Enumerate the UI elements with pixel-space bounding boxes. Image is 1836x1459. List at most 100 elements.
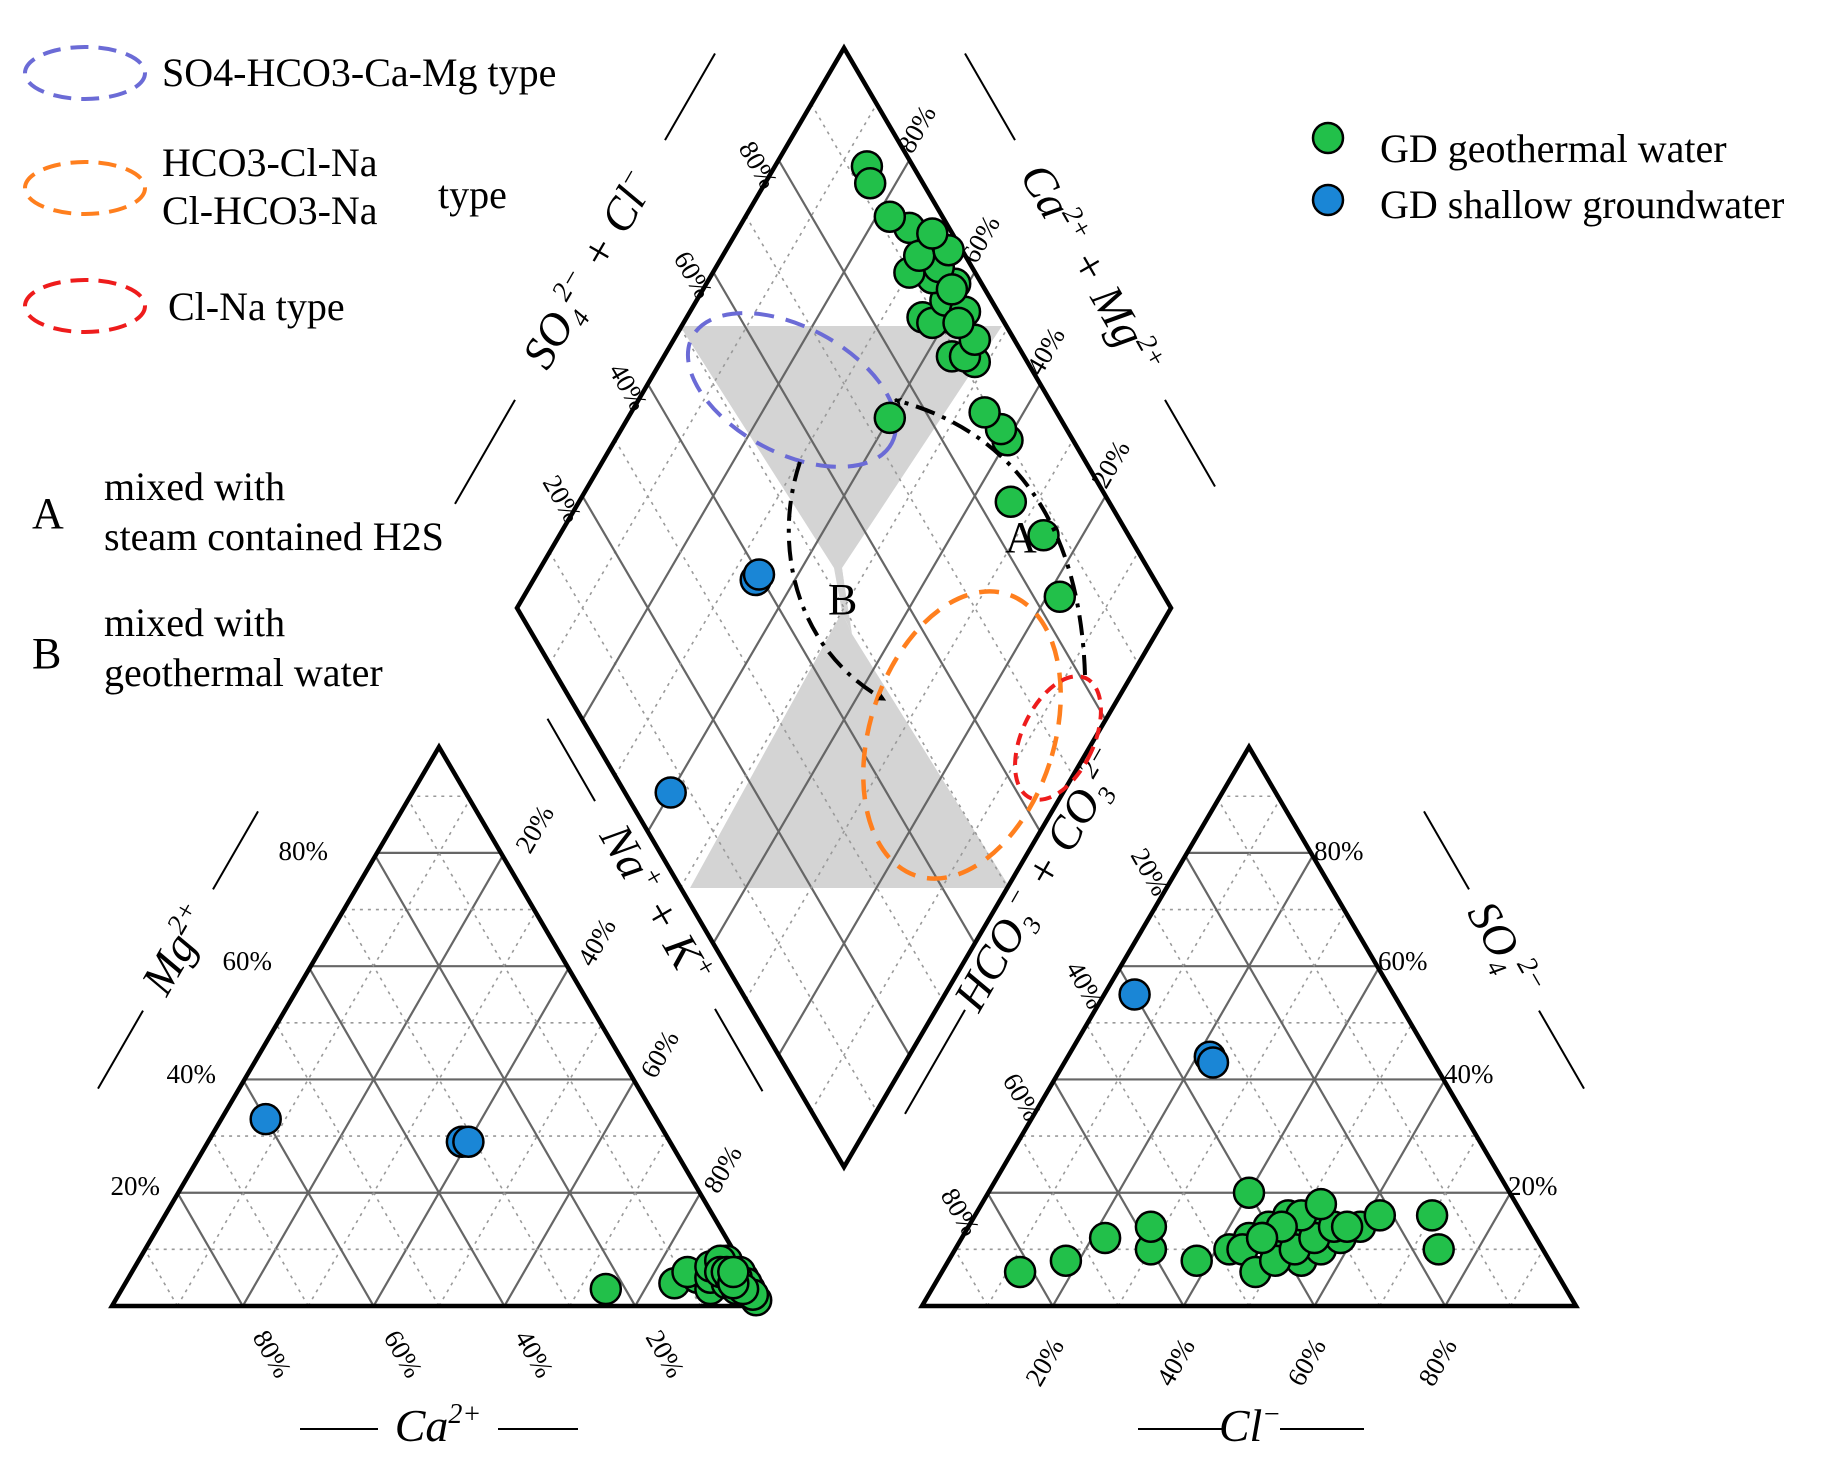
tick-camg-20: 20% bbox=[1085, 435, 1136, 493]
point-anion-geothermal bbox=[1245, 1221, 1279, 1255]
point-cation-shallow bbox=[249, 1102, 282, 1136]
point-diamond-geothermal bbox=[994, 485, 1028, 519]
ellipse-cl-na bbox=[1013, 674, 1103, 802]
point-anion-geothermal bbox=[1003, 1255, 1037, 1289]
point-diamond-geothermal bbox=[1027, 519, 1060, 552]
note-b-letter: B bbox=[32, 629, 61, 678]
point-anion-geothermal bbox=[1304, 1187, 1338, 1221]
tick-camg-40: 40% bbox=[1020, 322, 1071, 380]
point-diamond-geothermal bbox=[873, 200, 907, 233]
grid-line bbox=[1182, 852, 1447, 1306]
grid-line bbox=[307, 909, 538, 1306]
axis-label-so4: SO42− bbox=[1452, 892, 1553, 1009]
legend-ellipse-red bbox=[23, 278, 147, 334]
note-a-line2: steam contained H2S bbox=[104, 514, 444, 559]
grid-line bbox=[1084, 1022, 1250, 1306]
tick-ca-40: 40% bbox=[509, 1325, 560, 1383]
note-b-line1: mixed with bbox=[104, 600, 285, 645]
grid-line bbox=[954, 1248, 989, 1306]
type-ellipses bbox=[685, 311, 1103, 881]
anion-triangle-outline bbox=[918, 742, 1580, 1309]
axis-label-mg: Mg2+ bbox=[130, 895, 223, 1003]
grid-line bbox=[438, 1022, 604, 1306]
process-arrows: A B bbox=[786, 397, 1087, 702]
grid-line bbox=[1215, 795, 1512, 1306]
legend-type-2b: Cl-HCO3-Na bbox=[162, 188, 378, 233]
grid-line bbox=[209, 1135, 309, 1306]
grid-line bbox=[1019, 1135, 1119, 1306]
point-legend: GD geothermal water GD shallow groundwat… bbox=[1311, 121, 1784, 227]
point-anion-geothermal bbox=[1363, 1199, 1397, 1232]
point-anion-geothermal bbox=[1134, 1210, 1168, 1243]
legend-marker-geothermal bbox=[1311, 121, 1345, 155]
note-b-line2: geothermal water bbox=[104, 650, 383, 695]
tick-ca-80: 80% bbox=[247, 1325, 298, 1383]
grid-line bbox=[1509, 1248, 1544, 1306]
tick-ca-60: 60% bbox=[378, 1325, 429, 1383]
ellipse-so4-hco3-ca-mg bbox=[685, 311, 899, 469]
legend-point-2: GD shallow groundwater bbox=[1380, 182, 1784, 227]
axis-label-nak: Na+ + K+ bbox=[590, 814, 724, 993]
point-anion-shallow bbox=[1118, 978, 1151, 1011]
note-a-line1: mixed with bbox=[104, 464, 285, 509]
legend-type-2a: HCO3-Cl-Na bbox=[162, 140, 378, 185]
point-diamond-geothermal bbox=[968, 396, 1001, 429]
axis-label-cl: Cl− bbox=[1219, 1399, 1281, 1451]
tick-so4-80: 80% bbox=[1314, 836, 1364, 866]
ellipse-hco3-cl-na bbox=[861, 589, 1063, 881]
gray-bands bbox=[680, 326, 1010, 888]
grid-line bbox=[777, 159, 1107, 721]
cation-triangle-outline bbox=[108, 742, 770, 1309]
tick-so4cl-20: 20% bbox=[537, 470, 588, 528]
grid-line bbox=[274, 1022, 440, 1306]
tick-so4-20: 20% bbox=[1508, 1171, 1558, 1201]
point-anion-geothermal bbox=[1088, 1221, 1122, 1255]
point-anion-geothermal bbox=[1232, 1176, 1266, 1209]
grid-line bbox=[646, 271, 976, 833]
arrow-a bbox=[893, 397, 1087, 676]
legend-ellipse-orange bbox=[23, 160, 147, 216]
legend-type-2-suffix: type bbox=[438, 172, 507, 217]
data-points bbox=[249, 150, 1455, 1317]
grid-line bbox=[176, 1192, 244, 1306]
tick-nak-40: 40% bbox=[571, 913, 622, 971]
point-cation-geothermal bbox=[717, 1255, 750, 1289]
type-legend: SO4-HCO3-Ca-Mg type HCO3-Cl-Na Cl-HCO3-N… bbox=[23, 45, 556, 334]
tick-hco3-60: 60% bbox=[997, 1068, 1048, 1126]
point-diamond-geothermal bbox=[935, 273, 969, 306]
point-cation-geothermal bbox=[589, 1272, 623, 1306]
grid-line bbox=[646, 383, 976, 944]
tick-mg-60: 60% bbox=[223, 946, 273, 976]
grid-line bbox=[986, 1192, 1054, 1306]
tick-cl-80: 80% bbox=[1412, 1333, 1463, 1391]
tick-ca-20: 20% bbox=[640, 1325, 691, 1383]
tick-cl-20: 20% bbox=[1019, 1333, 1070, 1391]
arrow-label-b: B bbox=[828, 575, 857, 624]
grid-line bbox=[569, 1135, 669, 1306]
tick-so4-60: 60% bbox=[1378, 946, 1428, 976]
tick-nak-80: 80% bbox=[697, 1140, 748, 1198]
grid-line bbox=[340, 909, 571, 1306]
grid-line bbox=[712, 383, 1042, 944]
tick-camg-60: 60% bbox=[955, 210, 1006, 268]
tick-hco3-20: 20% bbox=[1125, 843, 1176, 901]
diamond-grid bbox=[549, 103, 1139, 1112]
point-diamond-shallow bbox=[742, 558, 776, 591]
grid-line bbox=[307, 965, 506, 1306]
tick-camg-80: 80% bbox=[891, 100, 942, 158]
tick-so4cl-60: 60% bbox=[668, 246, 719, 304]
tick-so4-40: 40% bbox=[1444, 1059, 1494, 1089]
point-diamond-geothermal bbox=[942, 306, 975, 340]
point-anion-geothermal bbox=[1330, 1210, 1364, 1243]
diamond-outline bbox=[514, 43, 1174, 1172]
tick-hco3-40: 40% bbox=[1060, 956, 1111, 1014]
point-diamond-geothermal bbox=[853, 166, 887, 200]
grid-line bbox=[372, 852, 637, 1306]
grid-line bbox=[712, 271, 1042, 833]
point-diamond-geothermal bbox=[1043, 580, 1077, 614]
point-diamond-geothermal bbox=[873, 401, 907, 435]
grid-line bbox=[1248, 1022, 1414, 1306]
grid-line bbox=[405, 795, 702, 1306]
grid-line bbox=[176, 795, 473, 1306]
